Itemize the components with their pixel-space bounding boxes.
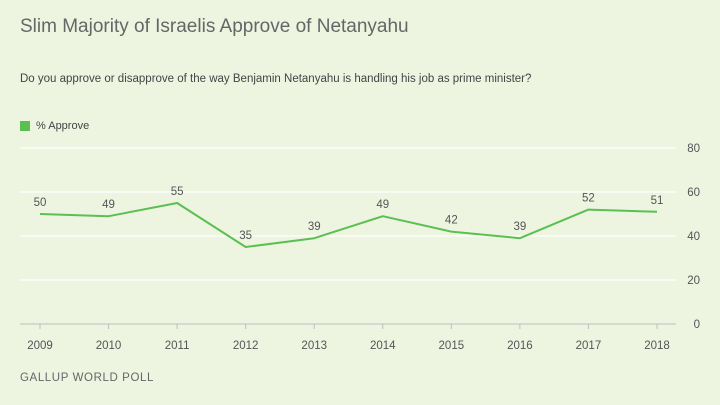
data-point (312, 236, 316, 240)
grid-layer (20, 147, 676, 325)
axis-layer: 0 20 40 60 80 2009 2010 2011 2012 2013 2014 2015 201… (27, 143, 700, 352)
x-tick-label: 2012 (233, 340, 259, 352)
y-tick-label: 40 (687, 231, 700, 243)
x-tick-label: 2014 (370, 340, 396, 352)
data-label: 51 (651, 195, 664, 207)
x-tick-label: 2018 (644, 340, 670, 352)
data-label: 49 (376, 199, 389, 211)
data-point (655, 210, 659, 214)
legend: % Approve (20, 120, 89, 132)
legend-swatch (20, 121, 30, 131)
x-tick-label: 2009 (27, 340, 53, 352)
legend-label: % Approve (36, 120, 90, 132)
data-point (518, 236, 522, 240)
data-point (244, 245, 248, 249)
x-tick-label: 2016 (507, 340, 533, 352)
data-point (38, 212, 42, 216)
series-layer (38, 201, 659, 249)
data-point (107, 214, 111, 218)
x-tick-label: 2010 (96, 340, 122, 352)
y-tick-label: 60 (687, 187, 700, 199)
chart-question: Do you approve or disapprove of the way … (20, 73, 532, 85)
series-line (39, 202, 658, 248)
y-tick-label: 0 (694, 319, 700, 331)
data-label: 42 (445, 215, 458, 227)
data-point (381, 214, 385, 218)
data-point (449, 230, 453, 234)
label-layer: 50 49 55 35 39 49 42 39 52 51 (34, 186, 664, 242)
x-tick-label: 2017 (576, 340, 602, 352)
data-label: 52 (582, 193, 595, 205)
data-label: 35 (239, 230, 252, 242)
data-label: 50 (34, 197, 47, 209)
data-label: 49 (102, 199, 115, 211)
data-label: 39 (308, 221, 321, 233)
data-point (175, 201, 179, 205)
x-tick-label: 2015 (439, 340, 465, 352)
y-tick-label: 20 (687, 275, 700, 287)
data-label: 55 (171, 186, 184, 198)
source-note: GALLUP WORLD POLL (20, 372, 154, 384)
data-point (586, 208, 590, 212)
y-tick-label: 80 (687, 143, 700, 155)
x-tick-label: 2011 (165, 340, 190, 352)
data-label: 39 (513, 221, 526, 233)
x-tick-label: 2013 (301, 340, 327, 352)
chart-title: Slim Majority of Israelis Approve of Net… (20, 16, 409, 37)
